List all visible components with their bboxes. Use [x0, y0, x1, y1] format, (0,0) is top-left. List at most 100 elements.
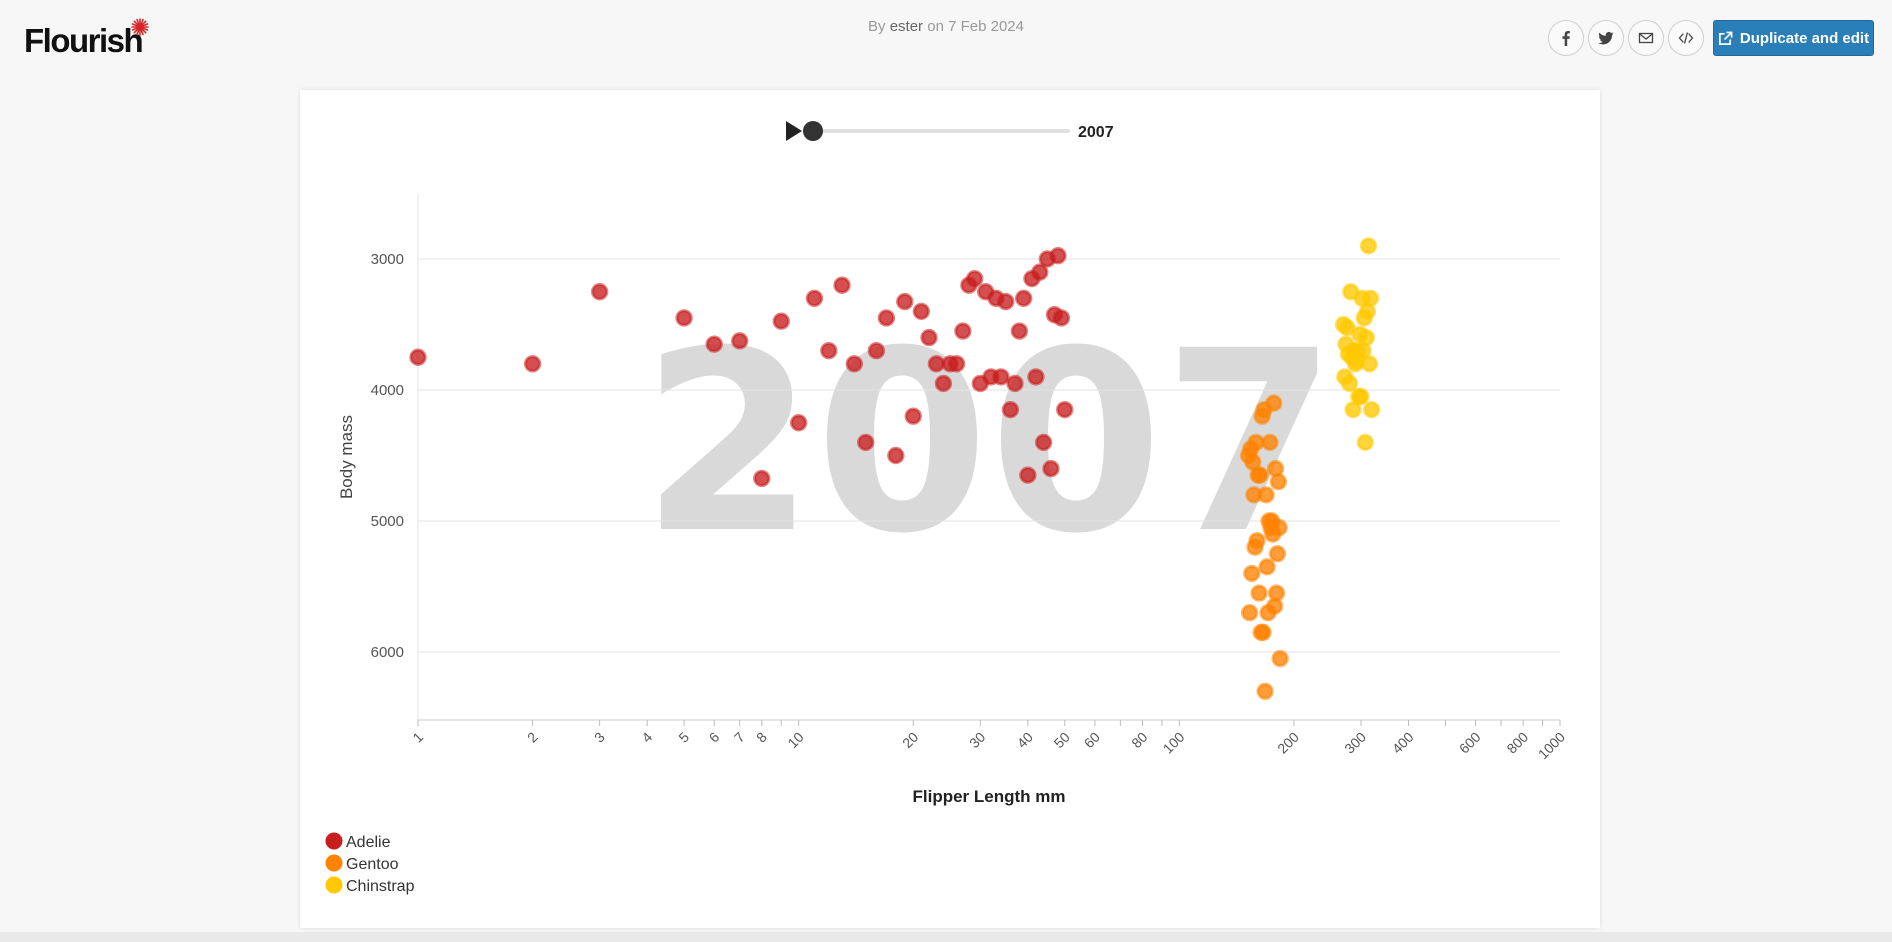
data-point[interactable]: Chinstrap	[1359, 237, 1378, 255]
data-point[interactable]: Adelie	[731, 332, 749, 350]
data-point[interactable]: Adelie	[934, 374, 953, 393]
data-point[interactable]: Chinstrap	[1360, 355, 1379, 373]
time-slider-handle[interactable]	[803, 121, 823, 141]
data-point[interactable]: Chinstrap	[1352, 387, 1370, 406]
data-point[interactable]: Adelie	[789, 414, 808, 432]
play-button[interactable]	[786, 121, 802, 141]
byline-date: on 7 Feb 2024	[927, 18, 1024, 35]
data-point[interactable]: Adelie	[887, 446, 905, 465]
data-point[interactable]: Gentoo	[1250, 584, 1268, 602]
data-point[interactable]: Adelie	[912, 302, 931, 321]
x-tick-label: 600	[1456, 729, 1484, 757]
data-point[interactable]: Adelie	[904, 407, 922, 425]
twitter-share-button[interactable]	[1588, 20, 1624, 56]
data-point[interactable]: Adelie	[920, 328, 938, 347]
legend-item[interactable]: Adelie	[325, 832, 391, 852]
x-tick-label: 50	[1051, 729, 1073, 751]
x-tick-label: 800	[1503, 729, 1531, 757]
duplicate-and-edit-button[interactable]: Duplicate and edit	[1713, 20, 1874, 56]
data-point[interactable]: Gentoo	[1265, 394, 1283, 412]
data-point[interactable]: Adelie	[1006, 374, 1024, 393]
data-point[interactable]: Adelie	[965, 269, 984, 288]
data-point[interactable]: Adelie	[1001, 400, 1020, 419]
visualisation-card: 2007 3000 4000 5000 6000 1 2 3 4 5 6 7 8 10 20 30 40 50 6…	[300, 90, 1600, 928]
y-tick-label: 4000	[371, 382, 404, 399]
x-tick-label: 6	[706, 729, 723, 746]
data-point[interactable]: Chinstrap	[1357, 328, 1376, 347]
data-point[interactable]: Gentoo	[1254, 623, 1272, 642]
data-point[interactable]: Gentoo	[1270, 518, 1288, 537]
data-point[interactable]: Gentoo	[1247, 433, 1265, 452]
twitter-icon	[1598, 32, 1614, 45]
data-point[interactable]: Adelie	[992, 368, 1010, 386]
data-point[interactable]: Gentoo	[1271, 649, 1289, 668]
data-point[interactable]: Adelie	[1019, 466, 1037, 484]
data-point[interactable]: Adelie	[1031, 263, 1049, 281]
data-point[interactable]: Gentoo	[1243, 564, 1261, 583]
flourish-logo[interactable]: Flourish	[24, 22, 144, 59]
data-point[interactable]: Adelie	[954, 322, 972, 340]
legend-swatch	[325, 854, 343, 872]
x-tick-label: 20	[899, 729, 921, 751]
data-point[interactable]: Adelie	[1042, 459, 1060, 478]
data-point[interactable]: Gentoo	[1251, 466, 1269, 484]
data-point[interactable]: Adelie	[1034, 433, 1053, 452]
data-point[interactable]: Chinstrap	[1361, 289, 1380, 308]
y-tick-label: 6000	[371, 644, 404, 661]
data-point[interactable]: Adelie	[833, 276, 851, 294]
facebook-share-button[interactable]	[1548, 20, 1584, 56]
data-point[interactable]: Adelie	[705, 335, 723, 353]
data-point[interactable]: Adelie	[856, 433, 875, 452]
email-share-button[interactable]	[1628, 20, 1664, 56]
data-point[interactable]: Gentoo	[1267, 584, 1286, 602]
data-point[interactable]: Gentoo	[1248, 531, 1266, 550]
data-point[interactable]: Adelie	[590, 283, 609, 301]
data-point[interactable]: Adelie	[1049, 247, 1067, 265]
x-axis-title: Flipper Length mm	[913, 787, 1066, 806]
data-point[interactable]: Adelie	[753, 469, 771, 488]
data-point[interactable]: Gentoo	[1261, 433, 1279, 452]
data-point[interactable]: Gentoo	[1256, 682, 1274, 700]
data-point[interactable]: Adelie	[1010, 322, 1029, 340]
data-point[interactable]: Adelie	[675, 309, 693, 327]
data-point[interactable]: Adelie	[845, 355, 863, 373]
data-point[interactable]: Adelie	[409, 348, 427, 366]
legend-item[interactable]: Chinstrap	[325, 876, 415, 896]
data-point[interactable]: Adelie	[867, 342, 886, 360]
duplicate-and-edit-label: Duplicate and edit	[1739, 29, 1870, 47]
data-point[interactable]: Adelie	[772, 312, 790, 330]
data-point[interactable]: Adelie	[896, 292, 914, 311]
data-point[interactable]: Adelie	[877, 309, 896, 327]
data-point[interactable]: Adelie	[805, 289, 824, 308]
data-point[interactable]: Adelie	[1052, 309, 1071, 327]
data-point[interactable]: Adelie	[1014, 289, 1033, 308]
data-point[interactable]: Chinstrap	[1356, 433, 1375, 452]
x-tick-label: 3	[591, 729, 608, 746]
data-point[interactable]: Adelie	[1027, 368, 1045, 386]
data-point[interactable]: Gentoo	[1257, 486, 1275, 504]
data-point[interactable]: Adelie	[947, 355, 966, 373]
data-point[interactable]: Adelie	[820, 342, 838, 360]
data-point[interactable]: Gentoo	[1268, 545, 1287, 563]
data-point[interactable]: Gentoo	[1258, 558, 1276, 576]
x-tick-label: 80	[1128, 729, 1150, 751]
facebook-icon	[1562, 31, 1570, 46]
data-point[interactable]: Adelie	[523, 355, 542, 373]
data-point[interactable]: Chinstrap	[1340, 374, 1359, 393]
share-buttons	[1548, 20, 1704, 56]
x-tick-label: 300	[1341, 729, 1369, 757]
data-point[interactable]: Adelie	[1056, 400, 1074, 419]
byline-author[interactable]: ester	[889, 18, 924, 35]
data-point[interactable]: Adelie	[927, 355, 946, 373]
time-slider-value: 2007	[1078, 124, 1114, 141]
data-point[interactable]: Adelie	[997, 292, 1015, 311]
byline-prefix: By	[868, 18, 886, 35]
embed-share-button[interactable]	[1668, 20, 1704, 56]
top-bar: Flourish By ester on 7 Feb 2024	[0, 0, 1892, 80]
data-point[interactable]: Chinstrap	[1362, 400, 1381, 419]
y-axis-title: Body mass	[337, 415, 356, 499]
data-point[interactable]: Gentoo	[1240, 604, 1259, 622]
legend-item[interactable]: Gentoo	[325, 854, 399, 874]
data-point[interactable]: Gentoo	[1269, 473, 1288, 491]
x-tick-label: 8	[753, 729, 770, 746]
